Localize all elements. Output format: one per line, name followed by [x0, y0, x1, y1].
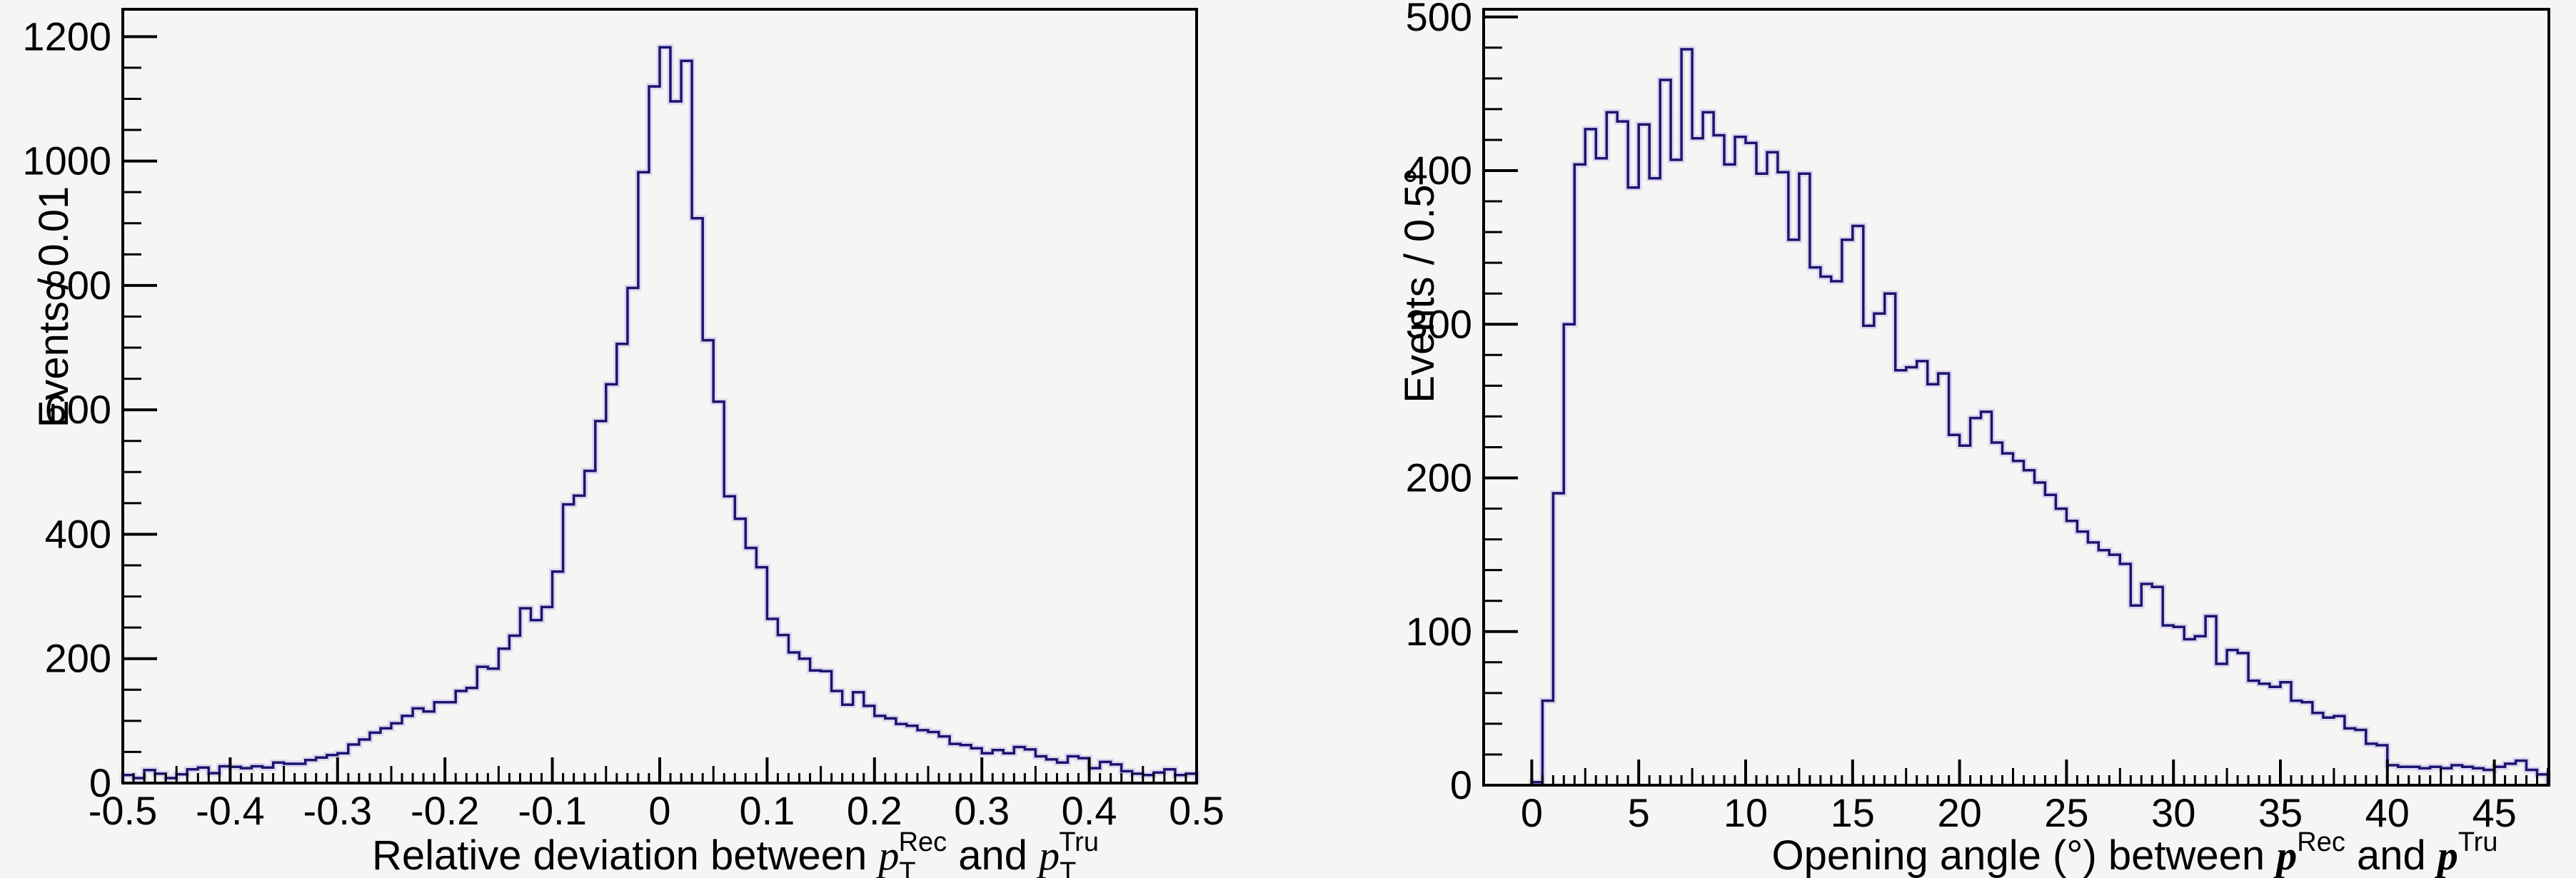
x-tick-label: 20 [1937, 790, 1981, 835]
panel-left: -0.5 -0.4 -0.3 -0.2 -0.1 0 0.1 0.2 0.3 0.4 0.5 0 200… [22, 8, 1224, 878]
y-tick-label: 800 [45, 263, 111, 308]
y-tick-label: 0 [1450, 762, 1472, 807]
x-tick-label: 40 [2365, 790, 2410, 835]
x-tick-label: 15 [1831, 790, 1875, 835]
y-tick-label: 600 [45, 387, 111, 432]
y-tick-label: 1000 [22, 138, 111, 183]
x-tick-label: 35 [2258, 790, 2303, 835]
x-tick-label: 0.3 [954, 788, 1010, 833]
x-axis-title-left: Relative deviation between pTRec​ and pT… [372, 827, 1099, 878]
x-tick-label: -0.1 [518, 788, 587, 833]
x-tick-label: 45 [2472, 790, 2516, 835]
x-tick-label: -0.2 [411, 788, 480, 833]
x-tick-label: -0.4 [196, 788, 265, 833]
y-tick-label: 200 [45, 636, 111, 681]
x-tick-label: 0 [1521, 790, 1543, 835]
x-tick-label: 10 [1724, 790, 1768, 835]
y-tick-label: 500 [1406, 0, 1472, 39]
x-tick-label: 0.2 [847, 788, 902, 833]
histogram-line-right [1530, 48, 2550, 785]
plot-frame-left [121, 8, 1198, 784]
x-tick-label: 0.5 [1169, 788, 1224, 833]
y-tick-label: 400 [1406, 148, 1472, 193]
histogram-halo-left [119, 44, 1200, 783]
plot-frame-right [1482, 8, 2550, 787]
x-tick-label: 5 [1628, 790, 1650, 835]
x-axis-title-right: Opening angle (°) between pRec​ and pTru… [1772, 827, 2498, 878]
x-tick-label: 25 [2044, 790, 2088, 835]
histogram-line-left [121, 46, 1198, 783]
x-tick-label: -0.5 [89, 788, 158, 833]
y-tick-label: 200 [1406, 455, 1472, 500]
y-tick-label: 1200 [22, 14, 111, 59]
x-tick-label: -0.3 [303, 788, 373, 833]
x-tick-label: 0.1 [739, 788, 795, 833]
y-tick-label: 100 [1406, 609, 1472, 654]
y-tick-label: 400 [45, 511, 111, 556]
y-tick-label: 300 [1406, 301, 1472, 346]
y-axis-title-left: Events / 0.01 [31, 186, 77, 428]
x-tick-label: 30 [2151, 790, 2195, 835]
histogram-halo-right [1528, 46, 2551, 786]
y-tick-label: 0 [89, 760, 111, 805]
y-axis-title-right: Events / 0.5° [1397, 168, 1443, 403]
x-tick-label: 0.4 [1062, 788, 1117, 833]
x-tick-label: 0 [648, 788, 670, 833]
panel-right: 0 5 10 15 20 25 30 35 40 45 0 100 200 300 400 500 Events… [1397, 0, 2551, 878]
